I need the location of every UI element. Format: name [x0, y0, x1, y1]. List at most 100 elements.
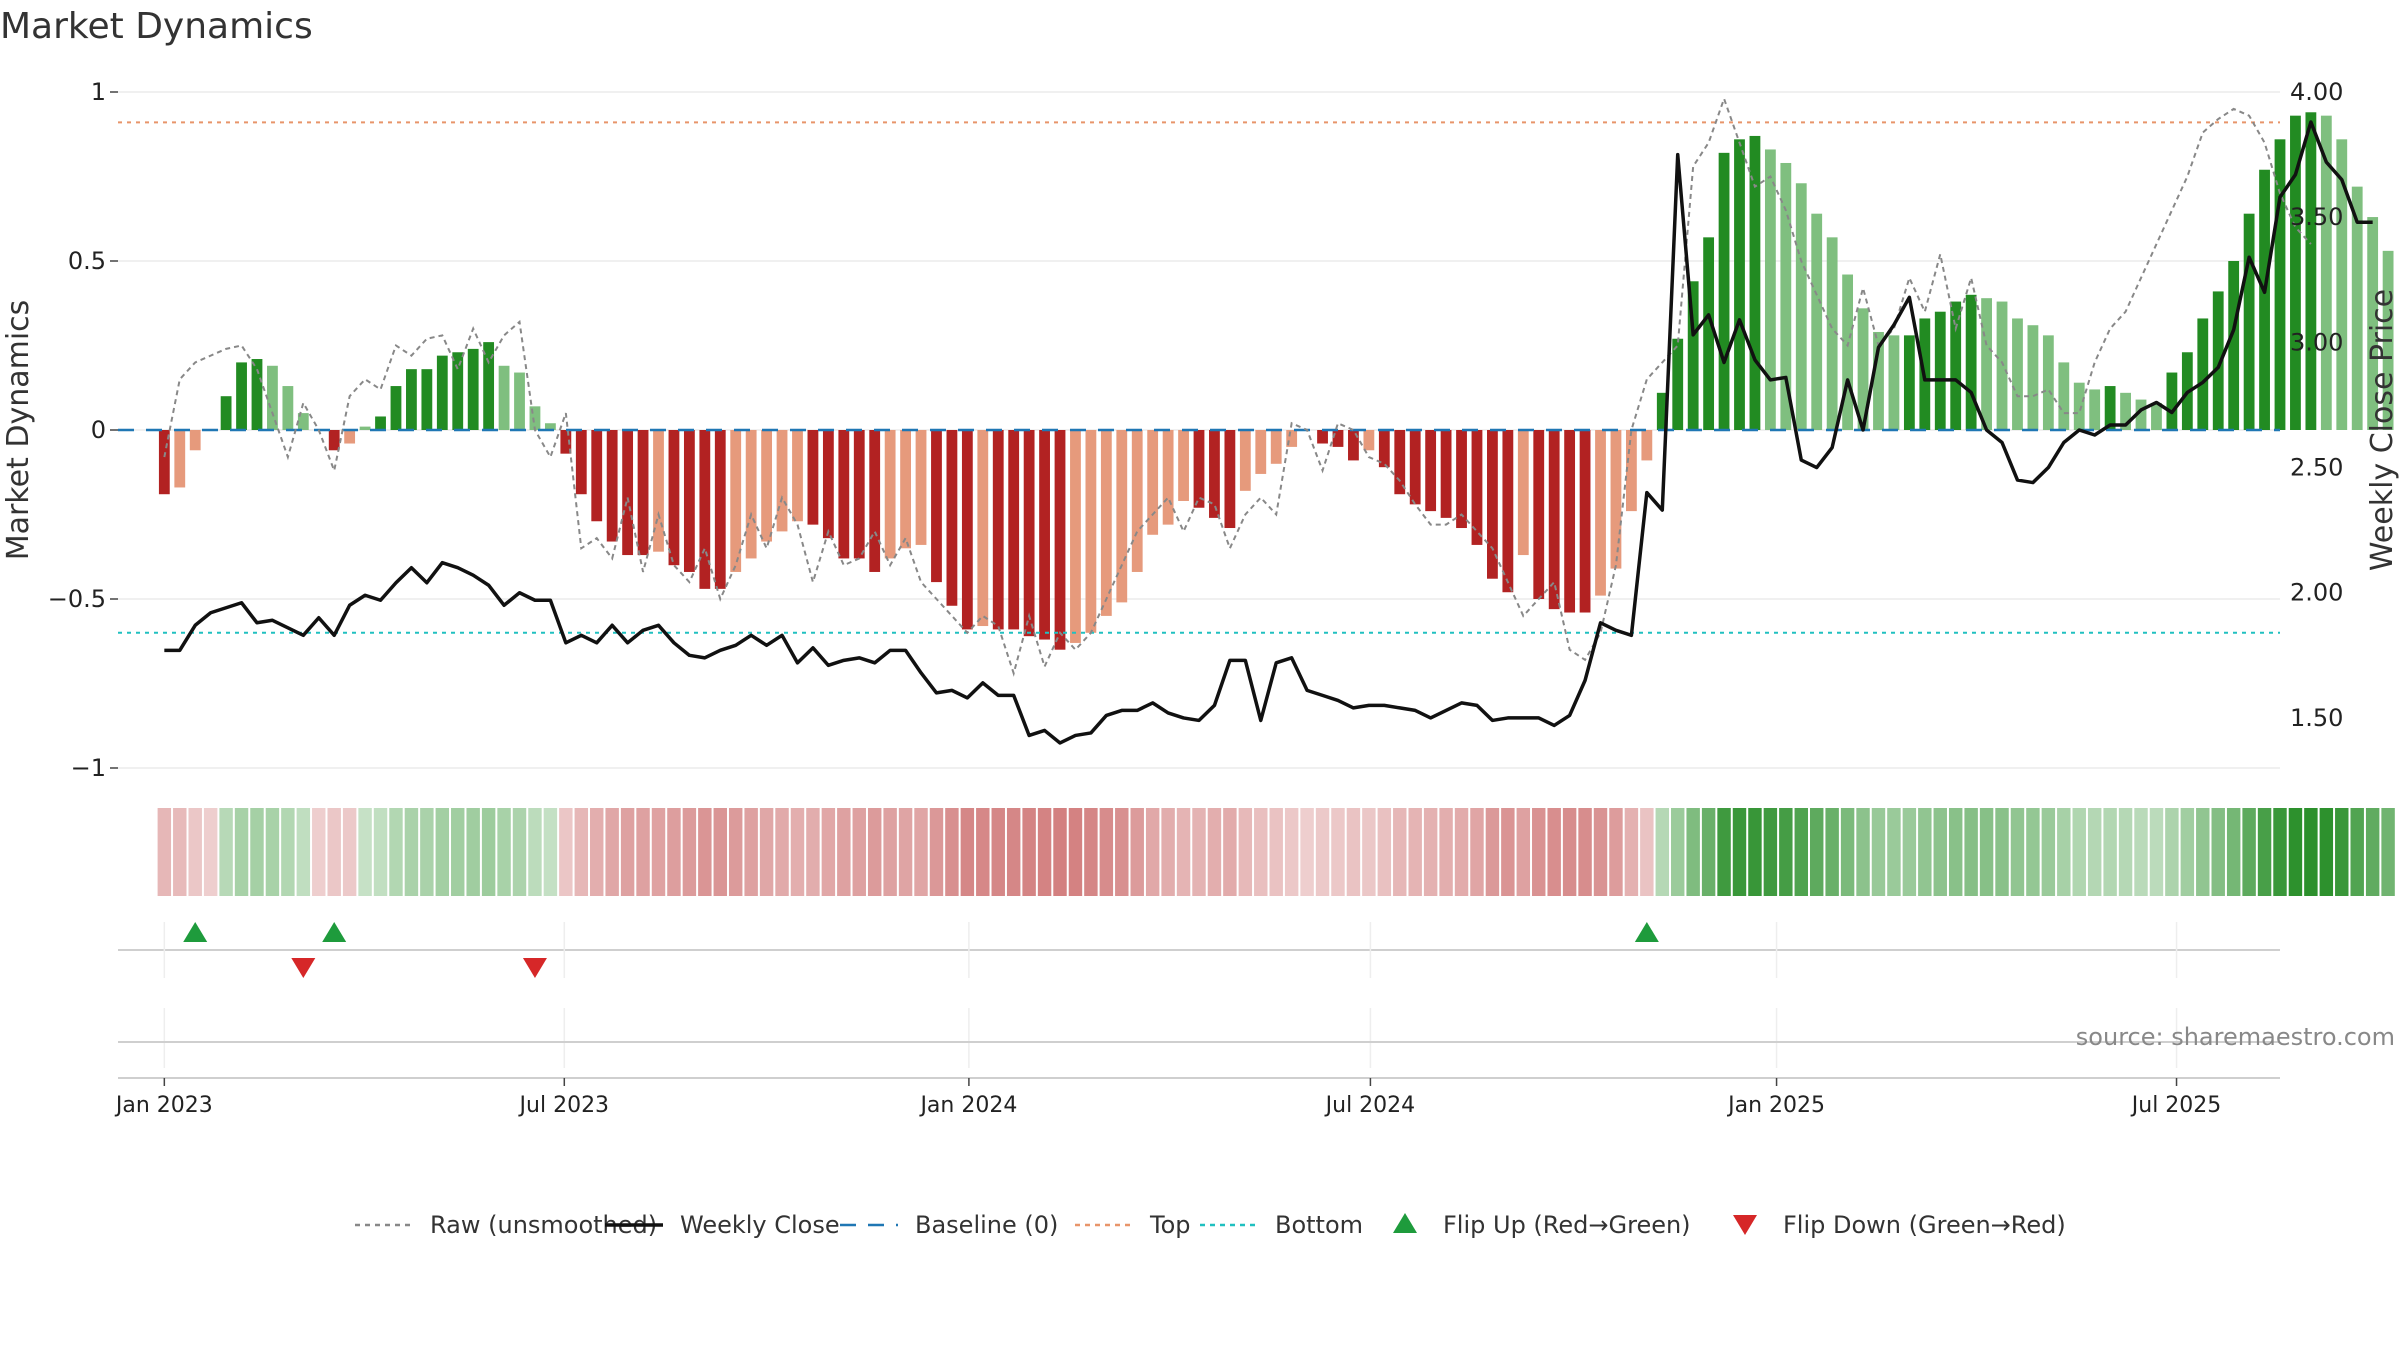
regime-cell: [945, 808, 959, 896]
dynamics-bar: [2320, 115, 2332, 430]
legend-item: Bottom: [1200, 1211, 1363, 1239]
dynamics-bar: [1811, 213, 1823, 430]
regime-cell: [667, 808, 681, 896]
regime-cell: [1223, 808, 1237, 896]
dynamics-bar: [2367, 217, 2379, 430]
dynamics-bar: [1981, 298, 1992, 430]
dynamics-bar: [2305, 112, 2317, 430]
regime-cell: [1794, 808, 1808, 896]
regime-cell: [404, 808, 419, 896]
regime-cell: [1485, 808, 1500, 896]
regime-cell: [1145, 808, 1160, 896]
x-tick-label: Jul 2025: [2130, 1093, 2222, 1118]
right-y-axis-label: Weekly Close Price: [2365, 289, 2400, 571]
dynamics-bar: [2274, 139, 2286, 430]
regime-cell: [759, 808, 774, 896]
flip-down-marker: [522, 958, 547, 978]
dynamics-bar: [915, 430, 927, 545]
dynamics-bar: [1394, 430, 1406, 495]
regime-cell: [1686, 808, 1700, 896]
dynamics-bar: [1039, 430, 1050, 640]
regime-cell: [1501, 808, 1515, 896]
regime-cell: [1284, 808, 1299, 896]
legend-item: Top: [1075, 1211, 1191, 1239]
regime-cell: [1161, 808, 1175, 896]
regime-cell: [1964, 808, 1978, 896]
dynamics-bar: [591, 430, 603, 522]
dynamics-bar: [297, 413, 309, 430]
flip-up-marker: [322, 922, 347, 942]
regime-cell: [1346, 808, 1361, 896]
regime-cell: [435, 808, 450, 896]
right-tick-label: 1.50: [2290, 704, 2343, 732]
dynamics-bar: [1363, 430, 1375, 451]
regime-cell: [1763, 808, 1778, 896]
dynamics-bar: [1456, 430, 1467, 529]
dynamics-bar: [1378, 430, 1390, 468]
regime-cell: [2350, 808, 2364, 896]
dynamics-bar: [622, 430, 634, 556]
regime-cell: [528, 808, 542, 896]
dynamics-bar: [2073, 382, 2085, 430]
regime-cell: [1207, 808, 1222, 896]
regime-cell: [1269, 808, 1283, 896]
dynamics-bar: [822, 430, 834, 539]
dynamics-bar: [189, 430, 201, 451]
regime-cell: [2288, 808, 2303, 896]
dynamics-bar: [2336, 139, 2348, 430]
legend-label: Flip Up (Red→Green): [1443, 1211, 1691, 1239]
regime-cell: [219, 808, 233, 896]
regime-cell: [1362, 808, 1376, 896]
dynamics-bar: [1131, 430, 1143, 572]
regime-cell: [342, 808, 357, 896]
dynamics-bar: [946, 430, 958, 606]
regime-cell: [497, 808, 511, 896]
regime-cell: [312, 808, 326, 896]
dynamics-bar: [560, 430, 572, 454]
bar-series: [158, 112, 2394, 650]
dynamics-bar: [1317, 430, 1328, 444]
regime-cell: [2319, 808, 2334, 896]
regime-cell: [203, 808, 218, 896]
dynamics-bar: [2228, 261, 2240, 430]
bottom-panel: [118, 1008, 2280, 1079]
dynamics-bar: [483, 342, 495, 430]
regime-cell: [1979, 808, 1994, 896]
dynamics-bar: [699, 430, 711, 589]
regime-cell: [420, 808, 434, 896]
dynamics-bar: [1888, 335, 1900, 430]
dynamics-bar: [452, 352, 464, 430]
legend-item: Weekly Close: [605, 1211, 840, 1239]
regime-cell: [991, 808, 1005, 896]
legend-item: Flip Down (Green→Red): [1733, 1211, 2066, 1239]
regime-cell: [728, 808, 743, 896]
dynamics-bar: [1718, 152, 1730, 430]
dynamics-bar: [2151, 402, 2162, 430]
regime-cell: [157, 808, 172, 896]
regime-cell: [1254, 808, 1268, 896]
left-y-axis-label: Market Dynamics: [1, 300, 36, 561]
regime-cell: [1809, 808, 1824, 896]
regime-cell: [1562, 808, 1577, 896]
dynamics-bar: [2197, 318, 2209, 430]
dynamics-bar: [514, 372, 525, 430]
right-y-ticks: 4.00 3.50 3.00 2.50 2.00 1.50: [2290, 78, 2343, 732]
dynamics-bar: [977, 430, 989, 627]
regime-cell: [1037, 808, 1052, 896]
regime-cell: [1192, 808, 1206, 896]
regime-cell: [250, 808, 264, 896]
line-series: [163, 95, 2373, 745]
regime-cell: [1099, 808, 1114, 896]
dynamics-bar: [498, 365, 510, 430]
x-tick-label: Jan 2025: [1726, 1093, 1825, 1118]
dynamics-bar: [1100, 430, 1112, 616]
regime-cell: [2335, 808, 2349, 896]
regime-cell: [2087, 808, 2102, 896]
dynamics-bar: [2166, 372, 2178, 430]
dynamics-bar: [375, 416, 386, 430]
regime-cell: [1578, 808, 1592, 896]
x-tick-label: Jan 2024: [918, 1093, 1017, 1118]
dynamics-bar: [1826, 237, 1838, 430]
regime-cell: [1300, 808, 1314, 896]
regime-cell: [1748, 808, 1762, 896]
